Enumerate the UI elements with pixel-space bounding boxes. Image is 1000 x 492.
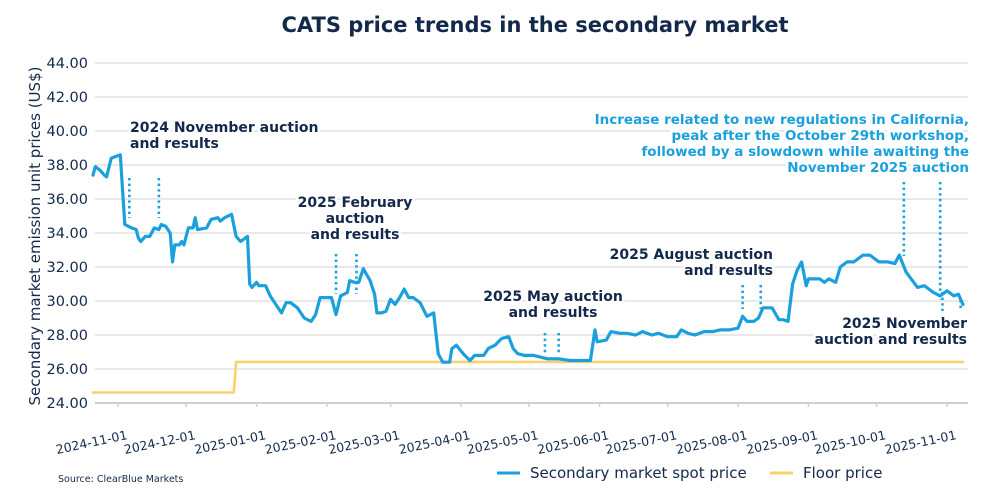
annotation: Increase related to new regulations in C… xyxy=(592,110,972,300)
annotation-text-line: and results xyxy=(509,305,598,321)
legend-label-floor-price: Floor price xyxy=(803,464,882,482)
x-tick-label: 2025-09-01 xyxy=(745,427,819,457)
x-tick-label: 2025-04-01 xyxy=(397,427,471,457)
x-tick-label: 2025-06-01 xyxy=(536,427,610,457)
annotation-text-line: followed by a slowdown while awaiting th… xyxy=(641,144,969,160)
x-tick-label: 2025-07-01 xyxy=(604,427,678,457)
y-tick-label: 44.00 xyxy=(46,56,88,72)
legend: Secondary market spot price Floor price xyxy=(497,464,882,482)
y-axis-label: Secondary market emission unit prices (U… xyxy=(26,67,44,406)
annotation-text-line: 2024 November auction xyxy=(130,120,318,136)
annotation-text-line: auction xyxy=(326,211,385,227)
gridlines xyxy=(95,62,968,404)
x-tick-label: 2025-05-01 xyxy=(466,427,540,457)
annotation-text-line: auction and results xyxy=(815,332,968,348)
y-tick-label: 34.00 xyxy=(46,226,88,242)
x-tick-label: 2024-11-01 xyxy=(54,427,128,457)
annotation-text-line: 2025 February xyxy=(298,195,413,211)
chart-title: CATS price trends in the secondary marke… xyxy=(281,13,788,37)
annotation-text-line: Increase related to new regulations in C… xyxy=(595,112,969,128)
x-tick-label: 2025-08-01 xyxy=(674,427,748,457)
x-tick-label: 2024-12-01 xyxy=(123,427,197,457)
x-tick-label: 2025-01-01 xyxy=(193,427,267,457)
annotation-text-line: and results xyxy=(684,263,773,279)
x-axis: 2024-11-012024-12-012025-01-012025-02-01… xyxy=(54,403,958,457)
x-tick-label: 2025-10-01 xyxy=(813,427,887,457)
y-tick-label: 28.00 xyxy=(46,328,88,344)
source-note: Source: ClearBlue Markets xyxy=(58,474,183,485)
x-tick-label: 2025-03-01 xyxy=(327,427,401,457)
x-tick-label: 2025-11-01 xyxy=(883,427,957,457)
y-tick-label: 38.00 xyxy=(46,158,88,174)
series-line-spot-price xyxy=(91,153,965,364)
series-layer xyxy=(91,153,965,394)
annotation-text-line: 2025 November xyxy=(842,316,967,332)
annotation-text-line: and results xyxy=(311,227,400,243)
y-tick-label: 32.00 xyxy=(46,260,88,276)
annotation-text-line: 2025 May auction xyxy=(483,289,623,305)
y-tick-label: 42.00 xyxy=(46,90,88,106)
y-tick-label: 30.00 xyxy=(46,294,88,310)
annotation-text-line: 2025 August auction xyxy=(610,247,773,263)
y-tick-label: 40.00 xyxy=(46,124,88,140)
annotation-text-line: and results xyxy=(130,136,219,152)
legend-label-spot-price: Secondary market spot price xyxy=(530,464,747,482)
y-tick-label: 26.00 xyxy=(46,362,88,378)
annotation-text-line: November 2025 auction xyxy=(787,160,969,176)
annotation-text-line: peak after the October 29th workshop, xyxy=(671,128,969,144)
y-tick-label: 36.00 xyxy=(46,192,88,208)
series-line-floor-price xyxy=(91,360,965,394)
y-axis: 24.00 26.00 28.00 30.00 32.00 34.00 36.00 38.00… xyxy=(46,56,88,412)
y-tick-label: 24.00 xyxy=(46,396,88,412)
